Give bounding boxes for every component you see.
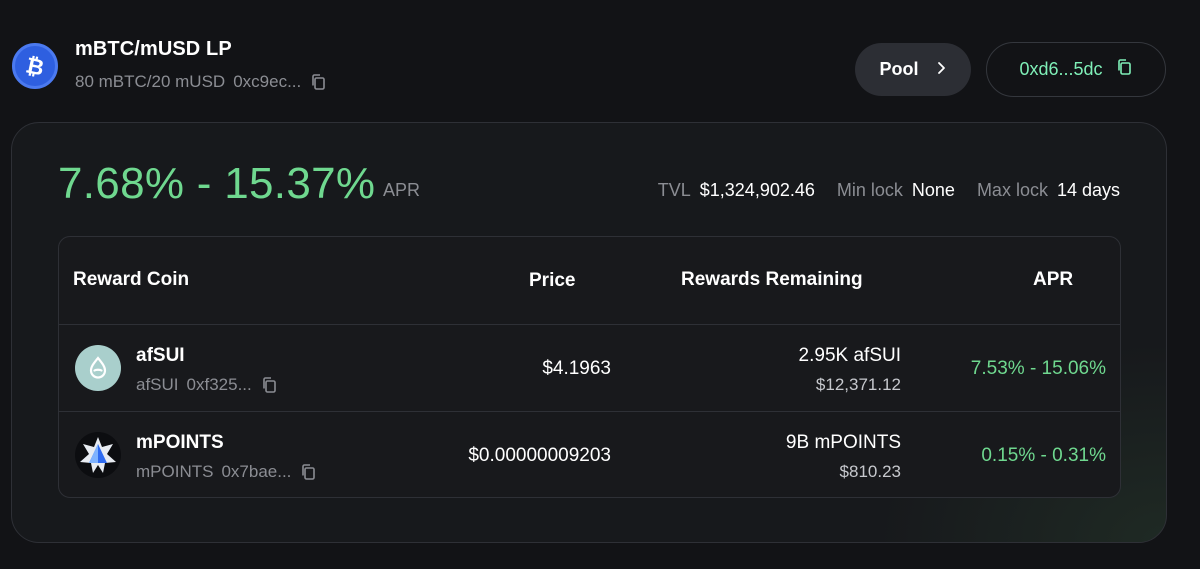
max-lock-stat: Max lock 14 days — [977, 180, 1120, 201]
coin-price: $4.1963 — [542, 358, 611, 379]
coin-apr: 0.15% - 0.31% — [981, 445, 1106, 466]
pool-button[interactable]: Pool — [855, 43, 971, 96]
pool-stats: TVL $1,324,902.46 Min lock None Max lock… — [658, 180, 1120, 201]
pool-header: ₿ mBTC/mUSD LP 80 mBTC/20 mUSD 0xc9ec...… — [0, 0, 1200, 122]
pool-composition: 80 mBTC/20 mUSD — [75, 72, 226, 91]
rewards-remaining-usd: $810.23 — [839, 462, 901, 481]
coin-address: 0x7bae... — [221, 462, 292, 481]
column-header-apr: APR — [1033, 269, 1074, 290]
coin-symbol: afSUI — [136, 375, 179, 394]
coin-name: afSUI — [136, 345, 185, 366]
apr-range: 7.68% - 15.37% — [58, 159, 376, 208]
copy-icon[interactable] — [1115, 58, 1133, 81]
rewards-remaining-amount: 9B mPOINTS — [785, 432, 901, 453]
wallet-address: 0xd6...5dc — [1019, 59, 1103, 79]
table-row: mPOINTS mPOINTS 0x7bae... $0.00000009203… — [59, 412, 1120, 497]
tvl-label: TVL — [657, 180, 691, 200]
table-header: Reward Coin Price Rewards Remaining APR — [59, 237, 1120, 325]
table-row: afSUI afSUI 0xf325... $4.1963 2.95K afSU… — [59, 325, 1120, 412]
coin-symbol: mPOINTS — [136, 462, 214, 481]
wallet-button[interactable]: 0xd6...5dc — [986, 42, 1166, 97]
column-header-price: Price — [529, 270, 576, 291]
bitcoin-icon: ₿ — [12, 43, 58, 89]
min-lock-label: Min lock — [836, 180, 903, 200]
rewards-table: Reward Coin Price Rewards Remaining APR … — [58, 236, 1121, 498]
max-lock-value: 14 days — [1056, 180, 1120, 200]
svg-text:₿: ₿ — [23, 53, 46, 79]
copy-icon[interactable] — [299, 463, 317, 481]
max-lock-label: Max lock — [976, 180, 1048, 200]
rewards-card: 7.68% - 15.37% APR TVL $1,324,902.46 Min… — [11, 122, 1167, 543]
rewards-remaining-usd: $12,371.12 — [815, 375, 901, 394]
coin-name: mPOINTS — [136, 432, 224, 453]
coin-sub: afSUI 0xf325... — [136, 375, 278, 395]
coin-apr: 7.53% - 15.06% — [970, 358, 1106, 379]
chevron-right-icon — [935, 59, 947, 80]
column-header-reward-coin: Reward Coin — [73, 269, 190, 290]
rewards-remaining-amount: 2.95K afSUI — [798, 345, 901, 366]
min-lock-stat: Min lock None — [837, 180, 955, 201]
mpoints-star-icon — [75, 432, 121, 478]
apr-label: APR — [383, 180, 421, 200]
min-lock-value: None — [911, 180, 955, 200]
pool-button-label: Pool — [879, 59, 919, 79]
column-header-rewards-remaining: Rewards Remaining — [681, 269, 863, 290]
tvl-stat: TVL $1,324,902.46 — [658, 180, 815, 201]
pool-subtitle: 80 mBTC/20 mUSD 0xc9ec... — [75, 71, 327, 93]
pool-title: mBTC/mUSD LP — [75, 38, 232, 60]
tvl-value: $1,324,902.46 — [699, 180, 815, 200]
pool-address: 0xc9ec... — [233, 72, 302, 91]
coin-sub: mPOINTS 0x7bae... — [136, 462, 317, 482]
afsui-drop-icon — [75, 345, 121, 391]
coin-price: $0.00000009203 — [468, 445, 611, 466]
coin-address: 0xf325... — [186, 375, 252, 394]
copy-icon[interactable] — [309, 73, 327, 91]
copy-icon[interactable] — [260, 376, 278, 394]
